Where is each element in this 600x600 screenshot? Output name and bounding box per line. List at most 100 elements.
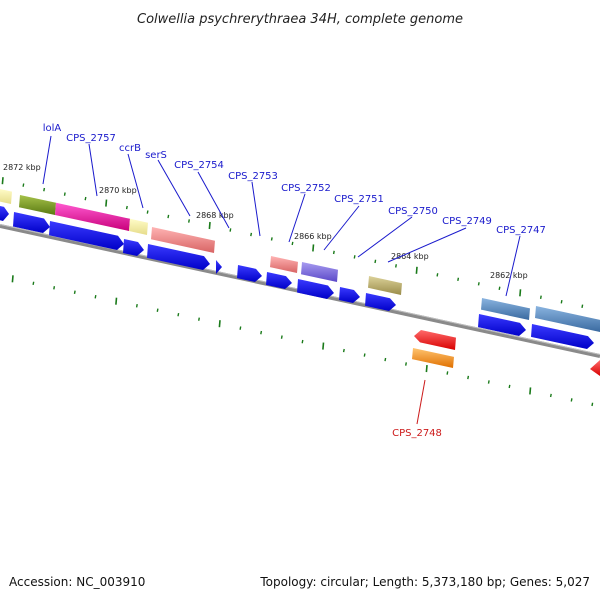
minor-tick — [53, 286, 56, 290]
minor-tick — [549, 393, 552, 398]
minor-tick — [146, 210, 149, 214]
feature-cps-2752[interactable] — [270, 256, 298, 273]
minor-tick — [446, 371, 449, 375]
feature-cps-2748-cds[interactable] — [414, 330, 456, 350]
major-tick — [312, 244, 315, 252]
tick-labels: 2872 kbp 2870 kbp 2868 kbp 2866 kbp 2864… — [3, 163, 528, 280]
leader-line — [88, 143, 98, 197]
cds-arrow[interactable] — [478, 314, 526, 336]
feature-cps-2751[interactable] — [301, 262, 338, 282]
minor-tick — [73, 290, 76, 295]
feature-cps-2757-b[interactable] — [55, 202, 130, 231]
gene-label-cps-2749[interactable]: CPS_2749 — [442, 216, 492, 227]
minor-tick — [239, 326, 242, 330]
minor-tick — [405, 362, 407, 366]
major-tick — [115, 297, 118, 305]
minor-tick — [301, 339, 304, 344]
minor-tick — [177, 312, 180, 317]
feature-cps-2757-a[interactable] — [19, 195, 56, 215]
lower-tick-track — [11, 275, 594, 407]
tick-label: 2868 kbp — [196, 211, 234, 220]
cds-arrow[interactable] — [49, 221, 124, 250]
minor-tick — [374, 259, 377, 264]
major-tick — [1, 177, 4, 185]
major-tick — [105, 199, 108, 207]
major-tick — [519, 289, 522, 297]
gene-label-cps-2757[interactable]: CPS_2757 — [66, 133, 116, 144]
major-tick — [322, 342, 325, 350]
major-tick — [415, 266, 418, 274]
feature-cps-2748[interactable] — [412, 348, 454, 368]
gene-labels: lolA CPS_2757 ccrB serS CPS_2754 CPS_275… — [43, 123, 546, 439]
upper-tick-track — [1, 177, 584, 308]
minor-tick — [395, 264, 397, 268]
gene-label-ccrb[interactable]: ccrB — [119, 143, 141, 154]
cds-track — [0, 206, 594, 349]
cds-arrow[interactable] — [13, 212, 50, 233]
gene-label-cps-2748[interactable]: CPS_2748 — [392, 428, 442, 439]
leader-line — [357, 216, 413, 258]
feature-lola[interactable] — [0, 189, 12, 204]
minor-tick — [270, 237, 273, 241]
minor-tick — [570, 398, 573, 402]
feature-sers[interactable] — [151, 227, 215, 253]
tick-label: 2866 kbp — [294, 232, 332, 241]
gene-label-cps-2752[interactable]: CPS_2752 — [281, 183, 331, 194]
minor-tick — [363, 353, 366, 357]
gene-label-lola[interactable]: lolA — [43, 123, 62, 134]
minor-tick — [188, 219, 190, 223]
feature-cps-2747-a[interactable] — [481, 298, 530, 320]
major-tick — [208, 221, 211, 230]
gene-label-cps-2753[interactable]: CPS_2753 — [228, 171, 278, 182]
cds-arrow-reverse[interactable] — [590, 360, 600, 376]
gene-label-cps-2747[interactable]: CPS_2747 — [496, 225, 546, 236]
gene-label-cps-2754[interactable]: CPS_2754 — [174, 160, 224, 171]
minor-tick — [467, 375, 470, 380]
cds-arrow[interactable] — [297, 279, 334, 299]
minor-tick — [332, 250, 335, 255]
major-tick — [218, 320, 221, 328]
tick-label: 2864 kbp — [391, 252, 429, 261]
minor-tick — [156, 308, 159, 312]
cds-arrow[interactable] — [365, 293, 396, 311]
leader-line — [157, 159, 191, 217]
tick-label: 2872 kbp — [3, 163, 41, 172]
cds-arrow[interactable] — [531, 324, 594, 349]
leader-line — [505, 235, 521, 297]
cds-arrow[interactable] — [0, 206, 9, 221]
minor-tick — [342, 348, 345, 353]
minor-tick — [487, 380, 490, 384]
minor-tick — [498, 286, 501, 291]
genome-summary-text: Topology: circular; Length: 5,373,180 bp… — [259, 575, 590, 589]
gene-label-cps-2750[interactable]: CPS_2750 — [388, 206, 438, 217]
cds-arrow[interactable] — [216, 260, 222, 274]
minor-tick — [167, 214, 170, 219]
minor-tick — [384, 357, 387, 362]
leader-line — [288, 193, 306, 243]
minor-tick — [353, 255, 356, 259]
minor-tick — [250, 232, 253, 237]
feature-cps-2749[interactable] — [368, 276, 402, 295]
major-tick — [529, 387, 532, 395]
cds-arrow[interactable] — [123, 239, 144, 256]
minor-tick — [508, 384, 511, 389]
feature-cps-2747-b[interactable] — [535, 306, 600, 332]
cds-arrow[interactable] — [339, 287, 360, 303]
leader-line — [197, 171, 230, 229]
minor-tick — [591, 402, 594, 407]
map-title: Colwellia psychrerythraea 34H, complete … — [137, 12, 463, 27]
minor-tick — [198, 317, 200, 321]
minor-tick — [135, 303, 138, 308]
gene-label-sers[interactable]: serS — [145, 150, 167, 161]
gene-label-cps-2751[interactable]: CPS_2751 — [334, 194, 384, 205]
cds-arrow[interactable] — [147, 244, 210, 270]
minor-tick — [125, 205, 128, 210]
tick-label: 2862 kbp — [490, 271, 528, 280]
cds-arrow[interactable] — [266, 272, 292, 289]
feature-ccrb[interactable] — [129, 218, 148, 235]
minor-tick — [229, 228, 232, 232]
leader-line — [251, 181, 261, 237]
leader-line — [323, 205, 360, 251]
cds-arrow[interactable] — [237, 265, 262, 282]
